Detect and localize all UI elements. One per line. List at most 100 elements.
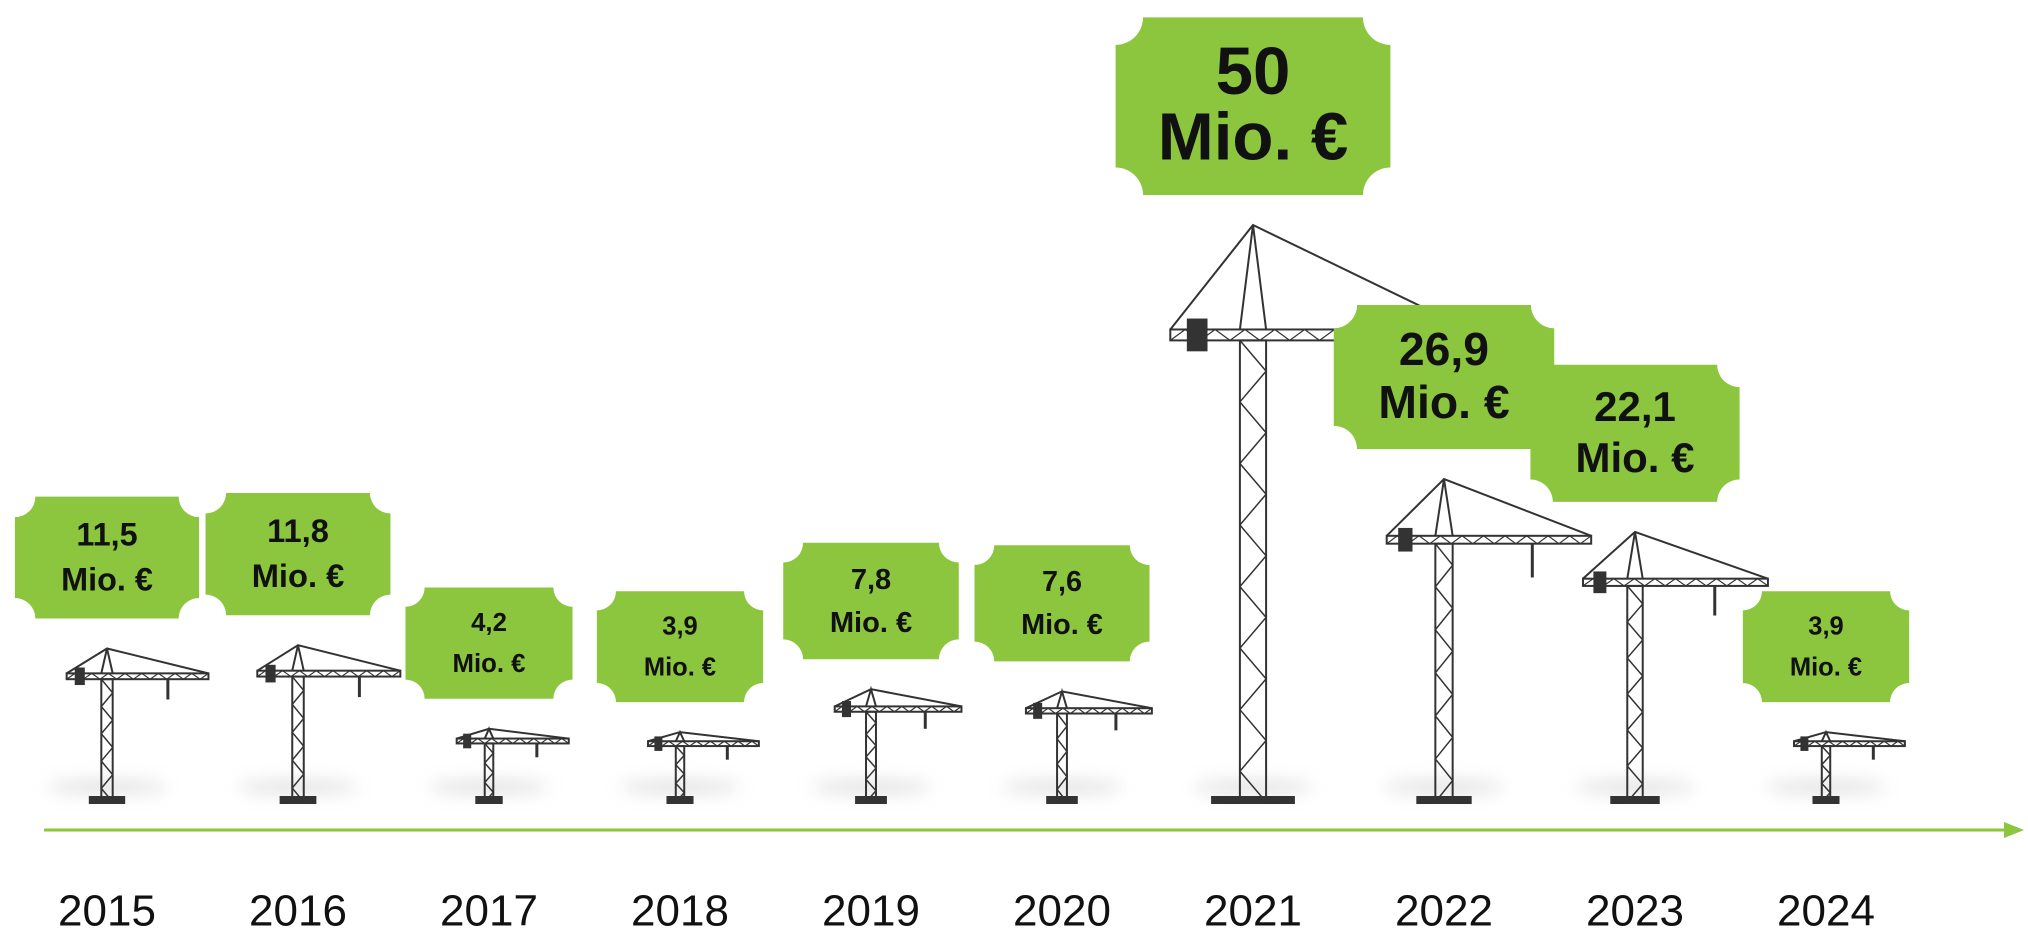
value-label: 22,1 [1594,383,1676,430]
crane-peak [1169,223,1470,331]
value-unit: Mio. € [1021,609,1103,641]
crane-shadow [1575,779,1695,795]
value-box [783,542,959,660]
value-unit: Mio. € [61,561,153,597]
crane-jib [833,705,963,713]
value-box [596,591,764,703]
value-label: 3,9 [1808,613,1843,641]
crane-counterweight [654,736,663,751]
x-tick-label: 2020 [1013,887,1111,936]
crane-peak [256,644,401,672]
crane-jib [1024,707,1153,715]
crane-jib-lattice [1582,577,1769,587]
value-label: 4,2 [471,609,507,637]
crane [47,647,210,804]
crane-base [88,796,126,804]
value-label: 3,9 [662,613,697,641]
crane-base [1416,796,1472,804]
value-label: 7,6 [1042,566,1082,598]
crane-base [1046,796,1078,804]
value-label: 7,8 [851,564,891,596]
value-box [974,545,1150,662]
x-tick-label: 2018 [631,887,729,936]
crane-counterweight [265,664,276,683]
crane [1766,729,1906,804]
crane-shadow [238,779,358,795]
x-tick-label: 2015 [58,887,156,936]
crane [1169,223,1470,804]
crane [811,685,963,804]
crane-jib-lattice [1025,707,1153,715]
value-box [205,492,391,616]
crane-lattice [1820,745,1832,803]
crane-shadow [1002,779,1122,795]
crane [1002,687,1153,804]
value-box [14,496,200,619]
value-unit: Mio. € [252,557,345,594]
value-label: 11,5 [76,516,137,552]
value-unit: Mio. € [1158,99,1348,174]
crane-base [1211,796,1295,804]
crane-counterweight [841,701,852,718]
crane-peak [1793,729,1905,743]
crane [1575,530,1769,804]
x-tick-label: 2023 [1586,887,1684,936]
crane-shadow [47,779,167,795]
x-tick-label: 2017 [440,887,538,936]
value-label: 50 [1216,34,1291,109]
timeline-arrowhead [2004,822,2024,838]
crane [238,644,402,804]
x-tick-label: 2019 [822,887,920,936]
x-tick-label: 2022 [1395,887,1493,936]
crane-base [666,796,694,804]
crane-jib-lattice [256,669,401,678]
x-tick-label: 2024 [1777,887,1875,936]
crane-peak [1386,477,1592,537]
crane-lattice [291,676,305,803]
value-unit: Mio. € [1576,434,1695,481]
value-unit: Mio. € [1790,654,1862,682]
crane-jib-lattice [66,672,209,680]
crane-counterweight [1398,527,1413,552]
crane-peak [834,685,962,708]
value-unit: Mio. € [1378,376,1509,428]
crane-counterweight [74,667,85,686]
crane-jib [1581,577,1769,587]
value-box [1333,304,1555,450]
x-tick-label: 2016 [249,887,347,936]
crane-base [1812,796,1840,804]
crane-jib-lattice [456,737,570,745]
crane [429,726,570,804]
crane-peak [1025,687,1153,710]
crane-lattice [1434,543,1454,803]
crane-lattice [1238,339,1268,803]
crane-peak [456,726,569,740]
crane-jib-lattice [647,740,760,747]
crane-counterweight [1186,318,1208,352]
crane [1384,477,1593,804]
crane-lattice [100,678,114,803]
value-unit: Mio. € [830,607,912,639]
value-box [1742,591,1910,703]
crane-lattice [1056,713,1068,803]
crane-shadow [811,779,931,795]
crane-jib-lattice [1386,535,1592,545]
value-box [1115,17,1391,196]
crane-lattice [865,711,877,803]
crane-counterweight [1033,702,1043,719]
crane-base [475,796,503,804]
crane-lattice [1626,585,1644,803]
crane-counterweight [463,733,472,749]
crane-jib [65,672,210,681]
crane [620,729,760,804]
value-unit: Mio. € [644,654,716,682]
crane-base [279,796,317,804]
crane-jib-lattice [1793,740,1906,747]
crane-base [1610,796,1660,804]
crane-lattice [674,745,686,803]
crane-shadow [1384,779,1504,795]
crane-peak [647,729,759,743]
value-box [405,587,573,699]
crane-counterweight [1593,571,1607,594]
